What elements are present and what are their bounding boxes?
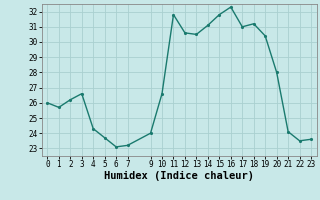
X-axis label: Humidex (Indice chaleur): Humidex (Indice chaleur) xyxy=(104,171,254,181)
